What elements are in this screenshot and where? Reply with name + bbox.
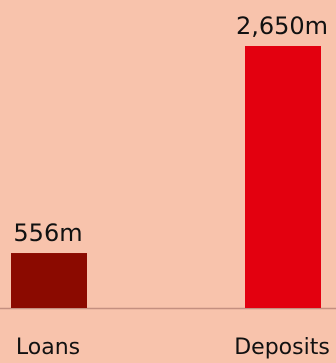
bar-loans	[11, 253, 87, 308]
value-label-loans: 556m	[13, 219, 82, 247]
category-label-loans: Loans	[16, 335, 80, 360]
category-label-deposits: Deposits	[234, 335, 330, 360]
value-label-deposits: 2,650m	[236, 12, 328, 40]
bar-deposits	[245, 46, 321, 308]
